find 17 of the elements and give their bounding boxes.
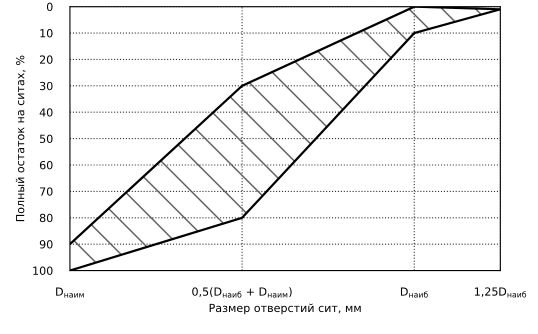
y-tick-label: 60: [40, 160, 53, 170]
x-tick-label: D$_{наим}$: [56, 288, 84, 298]
y-tick-label: 20: [40, 55, 53, 64]
y-tick-label: 80: [40, 214, 53, 222]
x-tick-label: 1,25D$_{наиб}$: [474, 287, 526, 298]
y-tick-label: 100: [33, 266, 53, 275]
y-tick-label: 0: [46, 2, 53, 12]
y-tick-label: 40: [40, 108, 53, 117]
x-tick-label: D$_{наиб}$: [400, 288, 428, 298]
y-axis-title: Полный остаток на ситах, %: [16, 56, 26, 222]
y-tick-label: 90: [40, 240, 53, 249]
y-tick-label: 30: [40, 82, 53, 90]
x-tick-label: 0,5(D$_{наиб}$ + D$_{наим}$): [192, 287, 292, 298]
x-axis-title: Размер отверстий сит, мм: [210, 304, 361, 314]
y-tick-label: 10: [40, 29, 53, 38]
y-tick-label: 70: [40, 187, 53, 196]
y-tick-label: 50: [40, 134, 53, 143]
